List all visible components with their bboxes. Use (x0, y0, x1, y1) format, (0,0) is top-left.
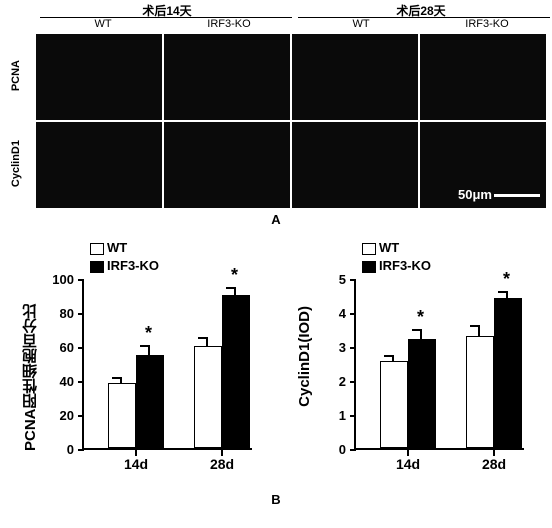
y-tick-label: 40 (44, 374, 74, 389)
x-tick-label: 28d (456, 456, 532, 472)
genotype-ko-1: IRF3-KO (166, 18, 292, 30)
legend-ko-2: IRF3-KO (362, 258, 431, 273)
ylabel-cyclind1: CyclinD1(IOD) (296, 306, 313, 407)
panel-a-label: A (0, 212, 552, 227)
micrograph-cyclind1-28d-wt (292, 122, 418, 208)
y-tick-label: 1 (316, 408, 346, 423)
genotype-labels: WT IRF3-KO WT IRF3-KO (40, 18, 550, 30)
micrograph-pcna-14d-wt (36, 34, 162, 120)
micrograph-pcna-28d-ko (420, 34, 546, 120)
micrograph-cyclind1-14d-ko (164, 122, 290, 208)
bar-wt (194, 346, 222, 448)
y-tick-label: 2 (316, 374, 346, 389)
x-tick-label: 28d (184, 456, 260, 472)
micrograph-grid: 50μm (36, 34, 546, 208)
panel-b: WT IRF3-KO PCNA阳性细胞百分比 020406080100*14d*… (0, 236, 552, 526)
plot-area-cyclind1: 012345*14d*28d (354, 280, 524, 450)
bar-ko (408, 339, 436, 448)
legend-ko-1: IRF3-KO (90, 258, 159, 273)
y-tick-label: 80 (44, 306, 74, 321)
bar-ko (222, 295, 250, 448)
bar-wt (380, 361, 408, 448)
x-tick-label: 14d (370, 456, 446, 472)
legend-wt-1: WT (90, 240, 127, 255)
genotype-ko-2: IRF3-KO (424, 18, 550, 30)
chart-pcna: WT IRF3-KO PCNA阳性细胞百分比 020406080100*14d*… (18, 236, 278, 496)
micrograph-pcna-28d-wt (292, 34, 418, 120)
ylabel-pcna: PCNA阳性细胞百分比 (20, 291, 41, 451)
chart-cyclind1: WT IRF3-KO CyclinD1(IOD) 012345*14d*28d (290, 236, 550, 496)
y-tick-label: 20 (44, 408, 74, 423)
genotype-wt-1: WT (40, 18, 166, 30)
y-tick-label: 60 (44, 340, 74, 355)
genotype-wt-2: WT (298, 18, 424, 30)
bar-wt (466, 336, 494, 448)
y-tick-label: 0 (44, 442, 74, 457)
significance-star: * (145, 323, 152, 344)
row-label-cyclind1: CyclinD1 (10, 140, 22, 187)
scale-bar: 50μm (458, 187, 540, 202)
micrograph-pcna-14d-ko (164, 34, 290, 120)
row-label-pcna: PCNA (10, 60, 22, 91)
y-tick-label: 100 (44, 272, 74, 287)
micrograph-cyclind1-14d-wt (36, 122, 162, 208)
bar-ko (494, 298, 522, 448)
significance-star: * (417, 307, 424, 328)
y-tick-label: 4 (316, 306, 346, 321)
x-tick-label: 14d (98, 456, 174, 472)
bar-ko (136, 355, 164, 449)
micrograph-cyclind1-28d-ko: 50μm (420, 122, 546, 208)
significance-star: * (231, 265, 238, 286)
bar-wt (108, 383, 136, 448)
y-tick-label: 3 (316, 340, 346, 355)
y-tick-label: 0 (316, 442, 346, 457)
legend-wt-2: WT (362, 240, 399, 255)
y-tick-label: 5 (316, 272, 346, 287)
panel-b-label: B (0, 492, 552, 507)
plot-area-pcna: 020406080100*14d*28d (82, 280, 252, 450)
significance-star: * (503, 269, 510, 290)
